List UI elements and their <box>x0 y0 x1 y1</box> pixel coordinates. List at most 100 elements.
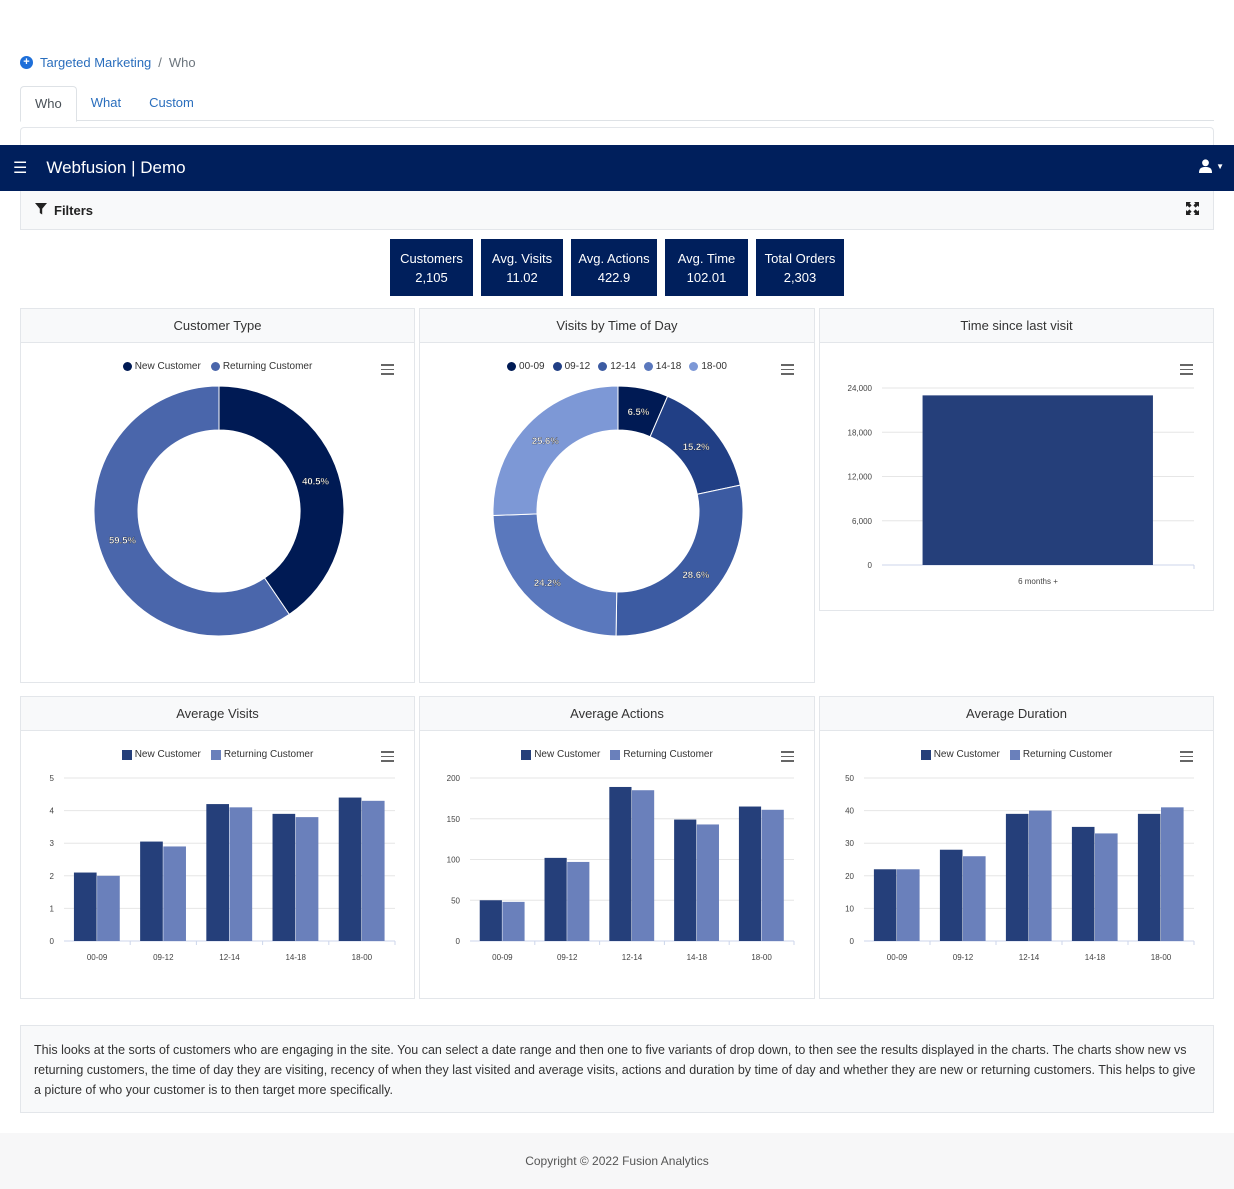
bar <box>97 875 120 941</box>
breadcrumb-link-targeted-marketing[interactable]: Targeted Marketing <box>40 55 152 70</box>
legend-item-12-14[interactable]: 12-14 <box>598 361 636 372</box>
bar <box>140 841 163 941</box>
x-tick-label: 14-18 <box>1085 953 1106 962</box>
average-duration-bar-chart: 0 10 20 30 40 50 00-09 09-12 12-14 14-18 18-00 <box>845 774 1195 962</box>
top-navbar: ☰ Webfusion | Demo ▼ <box>0 145 1234 191</box>
donut-slice <box>93 385 290 637</box>
stat-label: Avg. Visits <box>491 250 553 266</box>
legend-item-returning-customer[interactable]: Returning Customer <box>1009 749 1112 760</box>
donut-slice <box>492 513 618 637</box>
chart-menu-icon[interactable] <box>781 751 794 765</box>
x-tick-label: 18-00 <box>1151 953 1172 962</box>
plus-circle-icon[interactable]: + <box>20 56 33 69</box>
tab-custom[interactable]: Custom <box>149 95 194 110</box>
x-tick-label: 12-14 <box>622 953 643 962</box>
chart-menu-icon[interactable] <box>1180 751 1193 765</box>
x-tick-label: 12-14 <box>1019 953 1040 962</box>
tab-who[interactable]: Who <box>20 86 77 122</box>
bar <box>1095 833 1118 941</box>
panel-average-duration: Average Duration New Customer Returning … <box>819 696 1214 999</box>
chart-menu-icon[interactable] <box>381 364 394 378</box>
data-label: 6.5% <box>628 407 650 418</box>
y-tick-label: 1 <box>50 904 55 913</box>
legend-item-new-customer[interactable]: New Customer <box>920 749 1000 760</box>
time-since-bar-chart: 0 6,000 12,000 18,000 24,000 6 months + <box>848 384 1195 586</box>
bar <box>696 824 719 941</box>
legend-marker <box>521 749 532 760</box>
bar <box>229 807 253 941</box>
chart-menu-icon[interactable] <box>1180 364 1193 378</box>
data-label: 15.2% <box>683 442 710 453</box>
expand-icon[interactable] <box>1186 202 1199 218</box>
tab-what[interactable]: What <box>90 95 122 110</box>
chart-legend: New Customer Returning Customer <box>21 361 414 372</box>
y-tick-label: 4 <box>50 807 55 816</box>
bar <box>873 869 897 941</box>
stat-value: 422.9 <box>597 269 631 285</box>
legend-label: 12-14 <box>610 361 636 372</box>
x-tick-label: 00-09 <box>492 953 513 962</box>
chart-menu-icon[interactable] <box>381 751 394 765</box>
y-tick-label: 200 <box>447 774 461 783</box>
bar <box>206 804 229 941</box>
legend-item-new-customer[interactable]: New Customer <box>122 361 201 372</box>
hamburger-icon[interactable]: ☰ <box>13 160 28 177</box>
chevron-down-icon: ▼ <box>1216 161 1224 171</box>
stat-total-orders: Total Orders 2,303 <box>756 239 844 296</box>
y-tick-label: 24,000 <box>848 384 873 393</box>
bar <box>272 813 296 941</box>
brand-title[interactable]: Webfusion | Demo <box>46 158 186 177</box>
bar <box>338 797 362 941</box>
y-tick-label: 20 <box>845 872 854 881</box>
filters-label: Filters <box>54 202 94 218</box>
chart-legend: New Customer Returning Customer <box>21 749 414 760</box>
x-tick-label: 18-00 <box>751 953 772 962</box>
legend-item-returning-customer[interactable]: Returning Customer <box>610 749 713 760</box>
legend-marker <box>122 362 132 371</box>
bar <box>479 900 502 941</box>
filters-bar[interactable]: Filters <box>20 191 1214 230</box>
bar <box>295 817 319 941</box>
panel-title: Time since last visit <box>820 309 1213 343</box>
visits-time-donut-chart: 6.5% 15.2% 28.6% 24.2% 25.6% <box>492 385 744 637</box>
chart-menu-icon[interactable] <box>781 364 794 378</box>
legend-marker <box>610 749 621 760</box>
panel-title: Average Duration <box>820 697 1213 731</box>
legend-item-new-customer[interactable]: New Customer <box>521 749 600 760</box>
legend-label: Returning Customer <box>223 749 314 760</box>
y-tick-label: 3 <box>50 839 55 848</box>
y-tick-label: 6,000 <box>852 517 873 526</box>
stat-customers: Customers 2,105 <box>390 239 473 296</box>
legend-item-09-12[interactable]: 09-12 <box>552 361 590 372</box>
filter-icon <box>35 202 47 218</box>
stat-avg-time: Avg. Time 102.01 <box>665 239 748 296</box>
breadcrumb: + Targeted Marketing / Who <box>20 55 196 70</box>
legend-marker <box>121 749 132 760</box>
data-label: 25.6% <box>532 436 559 447</box>
panel-title: Average Visits <box>21 697 414 731</box>
x-tick-label: 18-00 <box>352 953 373 962</box>
bar <box>632 790 655 941</box>
legend-label: 00-09 <box>519 361 545 372</box>
content-card <box>20 127 1214 157</box>
legend-label: 14-18 <box>655 361 682 372</box>
y-tick-label: 150 <box>447 815 461 824</box>
average-visits-bar-chart: 0 1 2 3 4 5 00-09 09-12 12-14 14-18 18-00 <box>50 774 396 962</box>
legend-item-00-09[interactable]: 00-09 <box>507 361 545 372</box>
legend-item-14-18[interactable]: 14-18 <box>643 361 682 372</box>
y-tick-label: 5 <box>50 774 55 783</box>
legend-item-returning-customer[interactable]: Returning Customer <box>210 361 312 372</box>
legend-item-18-00[interactable]: 18-00 <box>689 361 727 372</box>
legend-label: New Customer <box>933 749 1000 760</box>
legend-item-new-customer[interactable]: New Customer <box>121 749 201 760</box>
panel-title: Average Actions <box>420 697 814 731</box>
y-tick-label: 0 <box>850 937 855 946</box>
stat-label: Avg. Time <box>677 250 736 266</box>
chart-legend: New Customer Returning Customer <box>420 749 814 760</box>
bar <box>1029 810 1052 941</box>
x-tick-label: 09-12 <box>557 953 578 962</box>
legend-item-returning-customer[interactable]: Returning Customer <box>210 749 314 760</box>
stat-value: 2,105 <box>415 269 448 285</box>
user-menu[interactable]: ▼ <box>1199 159 1224 173</box>
panel-average-actions: Average Actions New Customer Returning C… <box>419 696 815 999</box>
